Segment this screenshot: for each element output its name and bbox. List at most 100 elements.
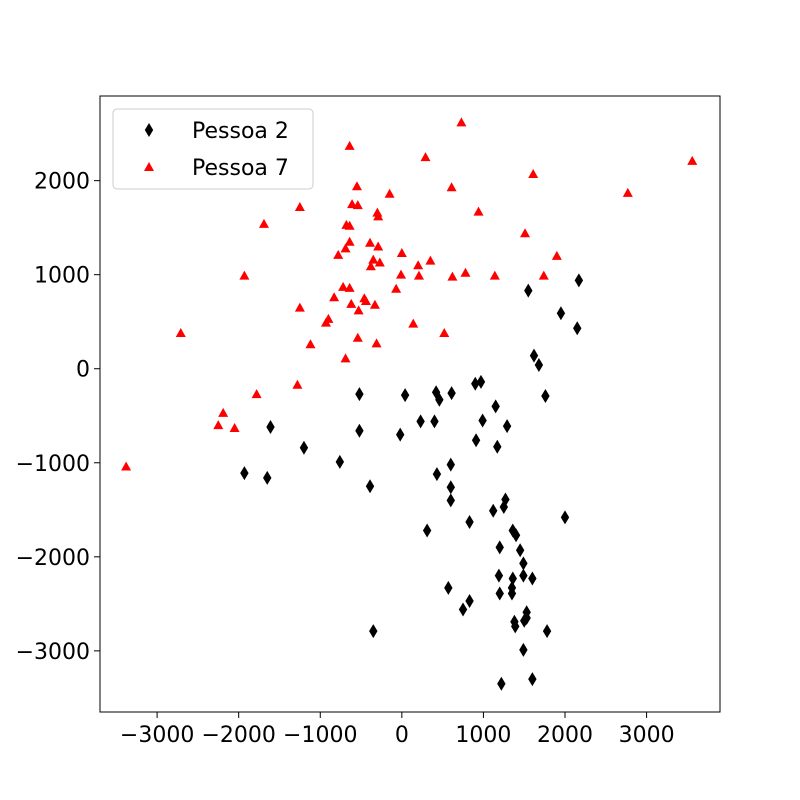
point-pessoa-2 — [507, 586, 517, 601]
point-pessoa-2 — [400, 388, 410, 403]
point-pessoa-2 — [502, 419, 512, 434]
point-pessoa-7 — [338, 281, 349, 291]
point-pessoa-7 — [251, 389, 262, 399]
point-pessoa-7 — [229, 422, 240, 432]
point-pessoa-7 — [305, 339, 316, 349]
point-pessoa-7 — [372, 207, 383, 217]
point-pessoa-7 — [374, 257, 385, 267]
point-pessoa-7 — [538, 270, 549, 280]
point-pessoa-7 — [344, 220, 355, 230]
point-pessoa-7 — [413, 270, 424, 280]
y-tick-label: 0 — [76, 358, 90, 383]
point-pessoa-7 — [340, 243, 351, 253]
point-pessoa-2 — [476, 374, 486, 389]
point-pessoa-7 — [369, 299, 380, 309]
point-pessoa-2 — [519, 568, 528, 583]
point-pessoa-7 — [258, 218, 269, 228]
legend-box — [112, 108, 314, 190]
point-pessoa-7 — [447, 271, 458, 281]
point-pessoa-2 — [447, 386, 456, 401]
x-tick-label: −3000 — [120, 723, 194, 748]
point-pessoa-7 — [396, 269, 407, 279]
x-axis: −3000 −2000 −1000 0 1000 2000 3000 — [120, 712, 675, 748]
point-pessoa-2 — [508, 571, 517, 586]
point-pessoa-7 — [489, 270, 500, 280]
point-pessoa-2 — [519, 556, 528, 571]
point-pessoa-7 — [687, 155, 698, 165]
point-pessoa-2 — [529, 348, 539, 363]
axes-frame — [99, 95, 721, 713]
point-pessoa-2 — [495, 586, 504, 601]
point-pessoa-2 — [430, 414, 439, 429]
point-pessoa-7 — [396, 248, 407, 258]
point-pessoa-2 — [266, 420, 275, 435]
point-pessoa-7 — [365, 237, 376, 247]
y-tick-label: −2000 — [16, 546, 90, 571]
point-pessoa-2 — [534, 357, 544, 372]
point-pessoa-2 — [560, 510, 570, 525]
point-pessoa-7 — [351, 181, 362, 191]
point-pessoa-7 — [121, 461, 132, 471]
point-pessoa-7 — [622, 187, 633, 197]
point-pessoa-7 — [384, 188, 395, 198]
point-pessoa-7 — [391, 283, 402, 293]
point-pessoa-2 — [299, 440, 309, 455]
point-pessoa-7 — [346, 298, 357, 308]
point-pessoa-7 — [320, 317, 331, 327]
point-pessoa-2 — [541, 389, 550, 404]
point-pessoa-7 — [344, 236, 355, 246]
point-pessoa-2 — [444, 580, 453, 595]
point-pessoa-2 — [478, 413, 487, 428]
point-pessoa-7 — [360, 296, 371, 306]
y-tick-label: 2000 — [34, 170, 90, 195]
point-pessoa-7 — [329, 292, 340, 302]
point-pessoa-2 — [528, 571, 537, 586]
x-tick-label: −2000 — [201, 723, 275, 748]
point-pessoa-2 — [365, 479, 375, 494]
point-pessoa-2 — [422, 523, 432, 538]
point-pessoa-7 — [365, 261, 376, 271]
point-pessoa-7 — [218, 407, 229, 417]
point-pessoa-2 — [493, 439, 502, 454]
point-pessoa-2 — [471, 433, 481, 448]
point-pessoa-7 — [340, 353, 351, 363]
plot-area — [99, 95, 721, 713]
point-pessoa-2 — [263, 470, 272, 485]
point-pessoa-7 — [333, 249, 344, 259]
point-pessoa-7 — [294, 201, 305, 211]
point-pessoa-7 — [373, 241, 384, 251]
point-pessoa-7 — [420, 152, 431, 162]
point-pessoa-7 — [446, 182, 457, 192]
point-pessoa-7 — [353, 305, 364, 315]
point-pessoa-7 — [413, 260, 424, 270]
legend-label-pessoa-7: Pessoa 7 — [192, 156, 289, 181]
point-pessoa-2 — [465, 594, 474, 609]
x-tick-label: 0 — [395, 723, 409, 748]
point-pessoa-7 — [352, 200, 363, 210]
point-pessoa-2 — [497, 676, 506, 691]
legend-marker-pessoa-2 — [144, 123, 154, 137]
point-pessoa-7 — [460, 267, 471, 277]
point-pessoa-2 — [528, 672, 537, 687]
point-pessoa-2 — [511, 528, 521, 543]
point-pessoa-7 — [344, 282, 355, 292]
legend-label-pessoa-2: Pessoa 2 — [192, 119, 289, 144]
point-pessoa-7 — [371, 338, 382, 348]
legend-items: Pessoa 2 Pessoa 7 — [144, 119, 289, 181]
point-pessoa-2 — [574, 273, 584, 288]
point-pessoa-2 — [458, 602, 468, 617]
point-pessoa-2 — [335, 454, 345, 469]
point-pessoa-7 — [425, 255, 436, 265]
point-pessoa-7 — [456, 117, 467, 127]
point-pessoa-2 — [519, 642, 528, 657]
point-pessoa-2 — [501, 492, 510, 507]
markers-layer — [121, 117, 698, 691]
point-pessoa-7 — [352, 332, 363, 342]
point-pessoa-2 — [471, 376, 480, 391]
point-pessoa-2 — [524, 283, 533, 298]
point-pessoa-7 — [439, 327, 450, 337]
x-tick-label: 1000 — [455, 723, 511, 748]
point-pessoa-2 — [465, 515, 474, 530]
point-pessoa-2 — [355, 387, 364, 402]
